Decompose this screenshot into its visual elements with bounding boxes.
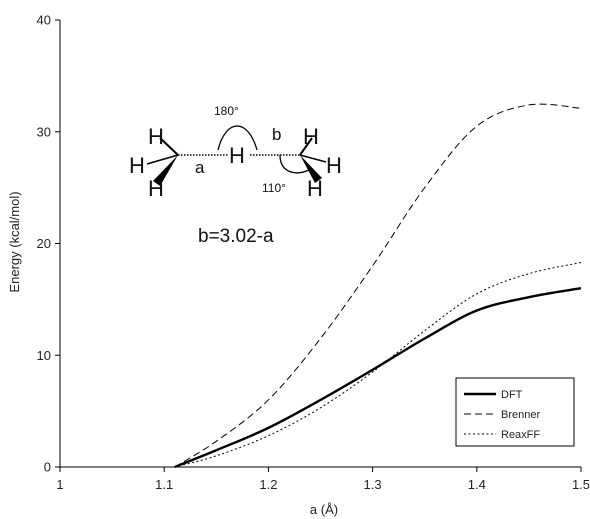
h-right-bottom: H [307, 176, 323, 201]
h-right-top: H [303, 124, 319, 149]
legend-label-dft: DFT [501, 389, 523, 401]
y-tick-label: 0 [44, 460, 51, 475]
bond-left-top [159, 137, 179, 156]
x-tick-label: 1.2 [259, 477, 277, 492]
label-b: b [272, 125, 281, 144]
h-left-top: H [148, 124, 164, 149]
label-a: a [195, 158, 205, 177]
series-line-reaxff [174, 262, 582, 468]
angle-180-label: 180° [214, 104, 239, 118]
legend-label-reaxff: ReaxFF [501, 429, 540, 441]
y-tick-label: 30 [37, 124, 51, 139]
x-tick-label: 1 [56, 477, 63, 492]
y-axis-ticks: 0 10 20 30 40 [37, 13, 60, 475]
h-center: H [229, 143, 245, 168]
x-tick-label: 1.4 [468, 477, 486, 492]
angle-110-label: 110° [262, 181, 286, 195]
bond-right-mid [299, 154, 327, 163]
x-axis-ticks: 1 1.1 1.2 1.3 1.4 1.5 [56, 467, 590, 492]
legend-box [455, 377, 575, 447]
x-tick-label: 1.3 [364, 477, 382, 492]
bond-left-wedge [153, 155, 178, 186]
curves [174, 103, 582, 469]
y-axis-label: Energy (kcal/mol) [7, 191, 22, 292]
x-tick-label: 1.5 [572, 477, 590, 492]
bond-left-mid [146, 154, 179, 165]
legend: DFT Brenner ReaxFF [455, 377, 575, 447]
y-tick-label: 20 [37, 236, 51, 251]
bond-right-top [299, 137, 313, 156]
bond-right-wedge [300, 155, 322, 183]
legend-label-brenner: Brenner [501, 409, 540, 421]
h-right-mid: H [326, 153, 342, 178]
molecule-diagram: H H H H H H H a b 180° 110° b=3.02-a [129, 104, 342, 247]
series-line-dft [174, 287, 582, 469]
h-left-bottom: H [148, 176, 164, 201]
equation-label: b=3.02-a [198, 226, 274, 247]
x-tick-label: 1.1 [155, 477, 173, 492]
x-axis-label: a (Å) [310, 502, 338, 517]
y-tick-label: 40 [37, 13, 51, 28]
angle-arc-180 [217, 125, 258, 151]
y-tick-label: 10 [37, 348, 51, 363]
angle-arc-110 [279, 154, 310, 174]
h-left-mid: H [129, 153, 145, 178]
